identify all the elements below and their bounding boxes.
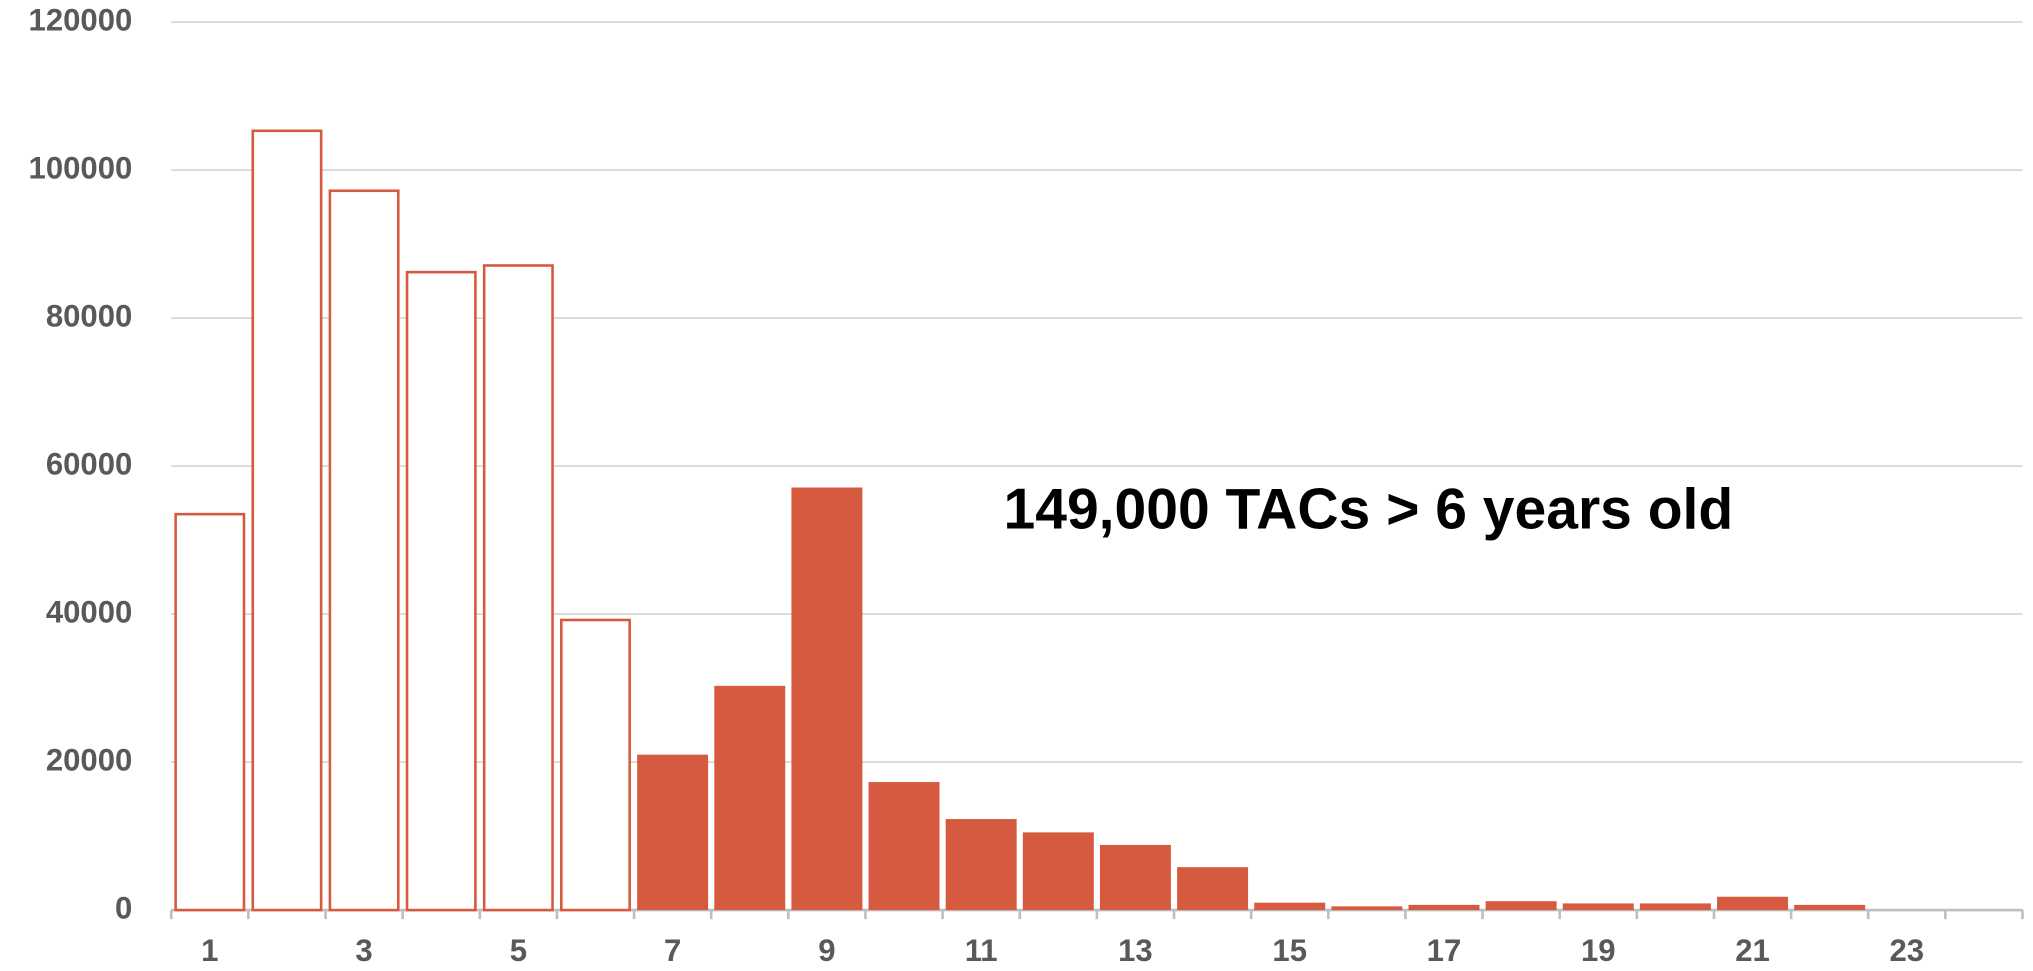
- x-tick-label: 7: [664, 933, 681, 968]
- x-tick-label: 9: [818, 933, 835, 968]
- bar: [945, 819, 1017, 911]
- bar: [1717, 896, 1789, 911]
- bar: [1254, 902, 1326, 911]
- bar: [791, 487, 863, 911]
- x-tick-label: 19: [1581, 933, 1616, 968]
- annotation: 149,000 TACs > 6 years old: [1004, 477, 1734, 541]
- x-tick-label: 11: [965, 933, 998, 968]
- bar: [1562, 903, 1634, 911]
- x-tick-label: 17: [1427, 933, 1462, 968]
- x-tick-label: 3: [355, 933, 372, 968]
- x-tick-label: 23: [1889, 933, 1924, 968]
- bar: [1639, 903, 1711, 911]
- bar: [1794, 904, 1866, 911]
- bar: [251, 129, 323, 912]
- bar: [1331, 906, 1403, 911]
- x-tick-label: 15: [1272, 933, 1307, 968]
- y-tick-label: 40000: [46, 594, 133, 629]
- bar: [174, 512, 246, 912]
- bar: [868, 782, 940, 911]
- y-tick-label: 60000: [46, 446, 133, 481]
- bar: [328, 189, 400, 912]
- y-tick-label: 0: [115, 890, 132, 925]
- bar: [637, 754, 709, 911]
- y-tick-label: 120000: [29, 2, 133, 37]
- bar: [1177, 867, 1249, 911]
- bar: [1099, 844, 1171, 911]
- bar: [482, 264, 554, 912]
- bar: [405, 270, 477, 912]
- bar: [1485, 901, 1557, 911]
- x-tick-label: 5: [510, 933, 527, 968]
- y-tick-label: 20000: [46, 742, 133, 777]
- x-tick-label: 13: [1118, 933, 1153, 968]
- bar: [1408, 904, 1480, 911]
- bar: [560, 618, 631, 912]
- y-tick-label: 80000: [46, 298, 133, 333]
- bar: [1022, 832, 1094, 911]
- bar: [714, 685, 786, 911]
- y-tick-label: 100000: [29, 150, 133, 185]
- x-tick-label: 1: [201, 933, 218, 968]
- x-tick-label: 21: [1735, 933, 1770, 968]
